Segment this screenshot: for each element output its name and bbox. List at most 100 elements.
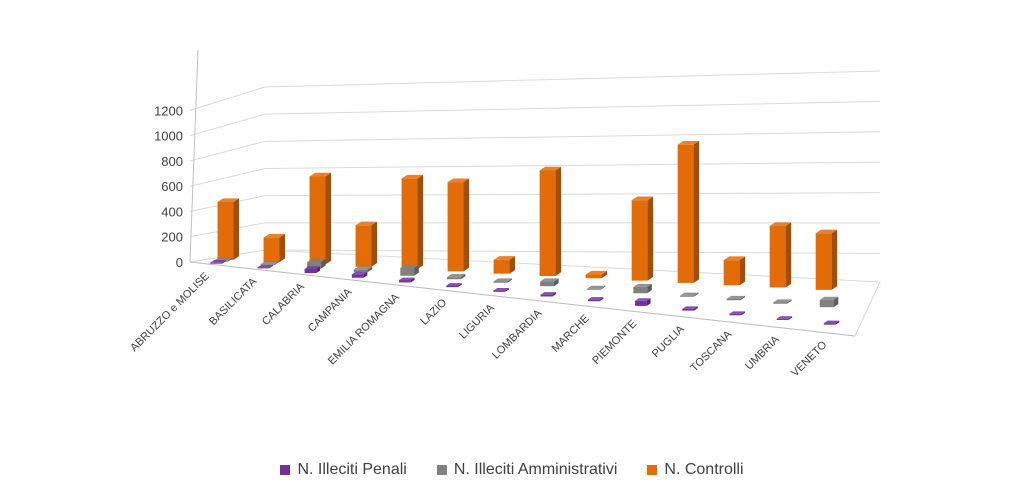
bar-side-face <box>417 174 424 270</box>
bar-front-face <box>539 170 556 276</box>
bar-top-face <box>447 178 470 183</box>
bar-1-12 <box>773 299 792 304</box>
bar-front-face <box>586 288 601 290</box>
bar-1-5 <box>446 274 466 280</box>
y-tick-label: 0 <box>176 255 183 270</box>
legend-swatch-penali <box>280 465 291 475</box>
bar-front-face <box>585 274 602 279</box>
bar-front-face <box>635 300 647 306</box>
bar-front-face <box>819 299 834 308</box>
bar-2-0 <box>217 198 240 260</box>
bar-1-6 <box>493 278 513 283</box>
bar-top-face <box>213 257 233 261</box>
bar-top-face <box>257 265 273 268</box>
bar-1-13 <box>819 296 839 308</box>
bar-0-6 <box>493 288 509 292</box>
bar-front-face <box>823 323 836 325</box>
bar-side-face <box>325 172 332 265</box>
y-tick-label: 1200 <box>154 103 183 118</box>
legend-label-penali: N. Illeciti Penali <box>297 461 407 478</box>
bar-side-face <box>788 316 793 320</box>
bar-top-face <box>446 283 462 286</box>
bar-top-face <box>723 256 746 261</box>
bar-front-face <box>210 262 222 264</box>
y-axis-line <box>189 49 199 263</box>
legend-swatch-amministrativi <box>436 465 447 475</box>
bar-2-1 <box>263 233 286 263</box>
bar-side-face <box>316 266 321 274</box>
bar-front-face <box>677 144 694 283</box>
bar-top-face <box>446 274 466 278</box>
bar-front-face <box>447 182 464 272</box>
bar-front-face <box>682 308 694 311</box>
bar-top-face <box>726 295 746 299</box>
bar-top-face <box>263 233 286 238</box>
bar-1-3 <box>353 266 373 273</box>
bar-front-face <box>309 176 326 265</box>
category-label: CALABRIA <box>260 280 307 327</box>
bar-top-face <box>260 261 279 265</box>
bar-side-face <box>463 178 470 272</box>
bar-0-4 <box>399 277 415 283</box>
bar-1-11 <box>726 295 746 301</box>
bar-2-7 <box>539 166 562 276</box>
bar-top-face <box>304 266 321 269</box>
bar-1-1 <box>260 261 279 266</box>
bar-side-face <box>233 198 240 260</box>
bar-top-face <box>631 196 654 201</box>
bar-side-face <box>601 270 608 279</box>
bar-side-face <box>414 264 419 276</box>
bar-1-7 <box>540 278 559 287</box>
bar-side-face <box>509 256 516 274</box>
category-label: UMBRIA <box>743 333 782 372</box>
bar-front-face <box>351 274 364 278</box>
bar-side-face <box>740 295 746 301</box>
gridline-left-3 <box>189 168 266 187</box>
bar-side-face <box>647 196 654 281</box>
bar-front-face <box>400 267 415 276</box>
bar-top-face <box>587 297 604 300</box>
bar-front-face <box>726 298 741 301</box>
bar-side-face <box>460 274 466 280</box>
bar-0-2 <box>304 266 321 274</box>
bar-side-face <box>367 266 373 273</box>
bar-front-face <box>587 299 600 302</box>
bar-front-face <box>353 269 368 273</box>
category-label: TOSCANA <box>688 328 734 374</box>
y-tick-label: 200 <box>161 230 183 245</box>
bar-side-face <box>693 292 699 297</box>
bar-0-12 <box>776 316 793 320</box>
bar-front-face <box>679 295 694 297</box>
bar-0-0 <box>210 260 226 264</box>
bar-chart-3d: 0 200 400 600 800 1000 1200 ABRUZZO e MOLISEBAS… <box>128 49 881 379</box>
bar-front-face <box>401 178 418 270</box>
bar-front-face <box>723 260 740 286</box>
legend-item-penali: N. Illeciti Penali <box>280 461 407 479</box>
legend: N. Illeciti Penali N. Illeciti Amministr… <box>0 461 1024 479</box>
bar-0-13 <box>823 320 840 325</box>
bar-top-face <box>773 299 792 303</box>
bar-0-5 <box>446 283 462 288</box>
bar-front-face <box>493 281 508 283</box>
bar-side-face <box>693 141 700 283</box>
bar-front-face <box>399 280 411 283</box>
bar-side-face <box>457 283 462 288</box>
bar-front-face <box>633 286 648 294</box>
bar-front-face <box>493 259 510 274</box>
bar-front-face <box>776 318 789 320</box>
gridline-back-2 <box>264 192 881 197</box>
bar-top-face <box>210 260 226 263</box>
bar-front-face <box>540 294 553 297</box>
legend-item-controlli: N. Controlli <box>647 461 744 479</box>
bar-0-1 <box>257 265 273 269</box>
bar-top-face <box>493 278 513 282</box>
category-label: LIGURIA <box>457 302 497 342</box>
bar-front-face <box>773 302 788 304</box>
bar-2-13 <box>815 229 838 290</box>
bar-top-face <box>401 174 424 179</box>
bar-front-face <box>217 202 234 260</box>
bar-front-face <box>446 285 458 288</box>
bar-side-face <box>279 233 286 263</box>
bar-front-face <box>815 233 832 290</box>
bar-0-8 <box>587 297 604 302</box>
